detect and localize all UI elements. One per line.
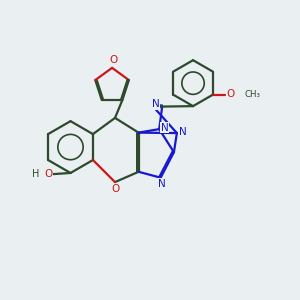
Text: O: O (112, 184, 120, 194)
Text: N: N (158, 178, 166, 189)
Text: O: O (44, 169, 52, 179)
Text: N: N (152, 99, 160, 109)
Text: CH₃: CH₃ (244, 90, 260, 99)
Text: O: O (110, 56, 118, 65)
Text: N: N (160, 123, 168, 133)
Text: N: N (179, 127, 187, 136)
Text: H: H (32, 169, 40, 179)
Text: O: O (226, 89, 235, 99)
